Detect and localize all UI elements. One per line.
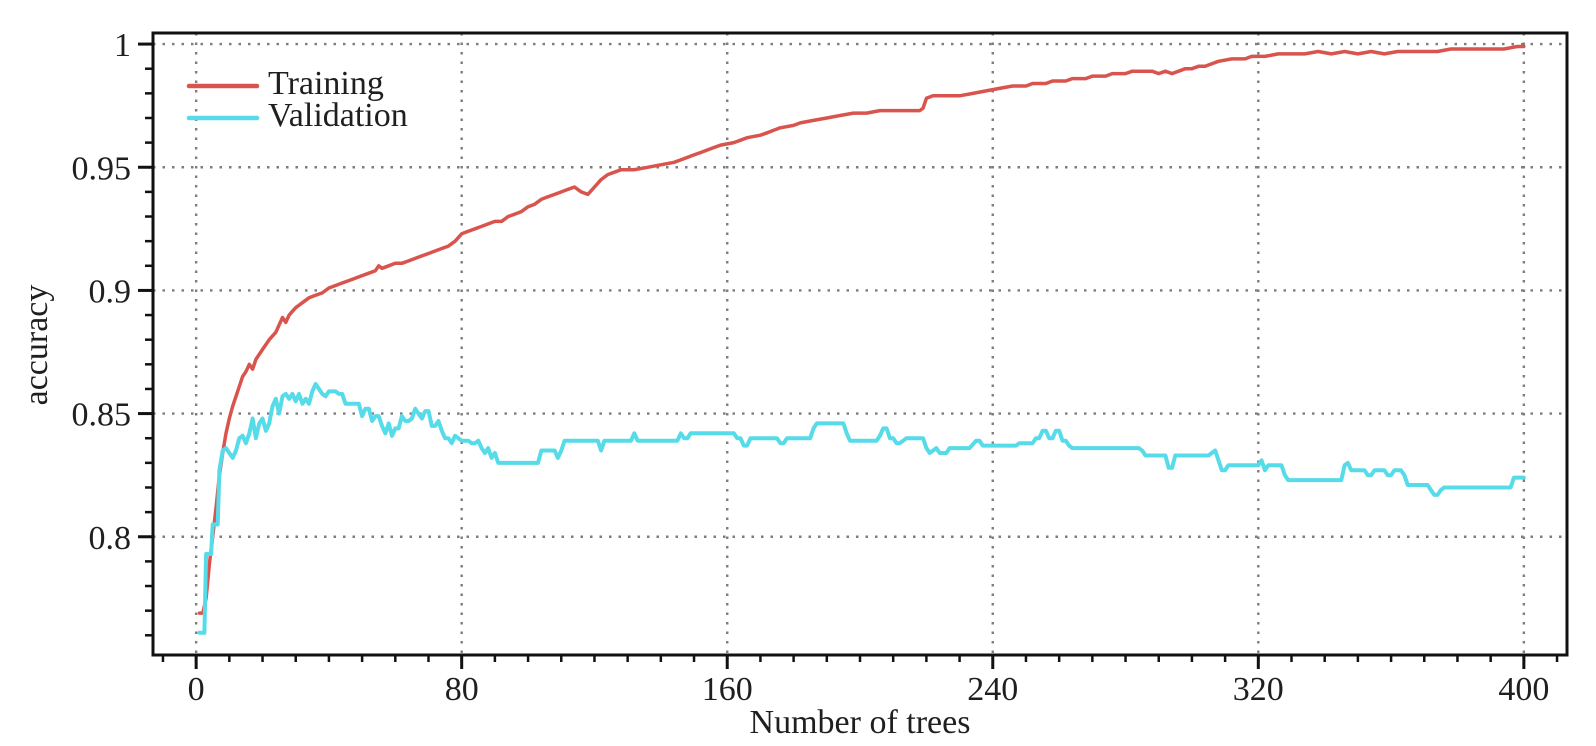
x-tick-label: 80: [445, 671, 479, 708]
y-axis-label: accuracy: [18, 284, 55, 406]
legend-label-validation: Validation: [268, 97, 408, 134]
y-tick-label: 0.8: [89, 520, 132, 557]
y-tick-label: 1: [114, 27, 131, 64]
legend-label-training: Training: [268, 65, 384, 102]
x-tick-labels: 0 80 160 240 320 400: [188, 671, 1550, 708]
x-axis-label: Number of trees: [749, 704, 971, 741]
x-tick-label: 160: [702, 671, 753, 708]
axis-ticks: [138, 42, 1559, 669]
y-tick-labels: 1 0.95 0.9 0.85 0.8: [72, 27, 132, 557]
plot-frame: [151, 31, 1569, 657]
y-tick-label: 0.85: [72, 397, 132, 434]
x-tick-label: 320: [1233, 671, 1284, 708]
y-tick-label: 0.9: [89, 273, 132, 310]
gridlines: [153, 33, 1567, 655]
x-tick-label: 240: [967, 671, 1018, 708]
validation-line: [197, 382, 1526, 635]
legend: Training Validation: [268, 65, 408, 134]
legend-keys: [186, 83, 260, 121]
training-line: [197, 44, 1526, 615]
x-tick-label: 0: [188, 671, 205, 708]
x-tick-label: 400: [1498, 671, 1549, 708]
y-tick-label: 0.95: [72, 150, 132, 187]
